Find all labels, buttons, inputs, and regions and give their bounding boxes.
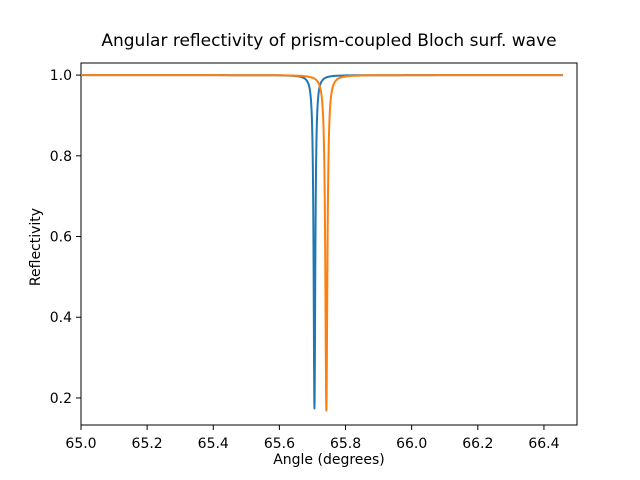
y-tick-label: 0.4 <box>50 310 72 326</box>
y-tick-label: 0.6 <box>50 230 72 246</box>
x-tick-label: 65.8 <box>330 436 361 452</box>
y-axis-label: Reflectivity <box>28 207 44 287</box>
y-tick-label: 0.8 <box>50 149 72 165</box>
x-tick-label: 65.6 <box>264 436 295 452</box>
x-tick-label: 66.0 <box>396 436 427 452</box>
y-tick-label: 0.2 <box>50 391 72 407</box>
x-tick-label: 66.4 <box>528 436 559 452</box>
y-tick-label: 1.0 <box>50 68 72 84</box>
x-axis-label: Angle (degrees) <box>273 452 385 468</box>
series-lines <box>80 74 564 412</box>
x-tick-label: 65.2 <box>132 436 163 452</box>
series-line-resonance-dip-2 <box>80 74 564 412</box>
x-tick-label: 66.2 <box>462 436 493 452</box>
y-axis: 0.2 0.4 0.6 0.8 1.0 <box>50 68 81 407</box>
plot-frame <box>80 62 578 426</box>
series-line-resonance-dip-1 <box>80 74 564 410</box>
x-tick-label: 65.0 <box>65 436 96 452</box>
chart-title: Angular reflectivity of prism-coupled Bl… <box>101 31 557 51</box>
x-axis: 65.0 65.2 65.4 65.6 65.8 66.0 66.2 66.4 <box>65 425 560 452</box>
x-tick-label: 65.4 <box>198 436 229 452</box>
